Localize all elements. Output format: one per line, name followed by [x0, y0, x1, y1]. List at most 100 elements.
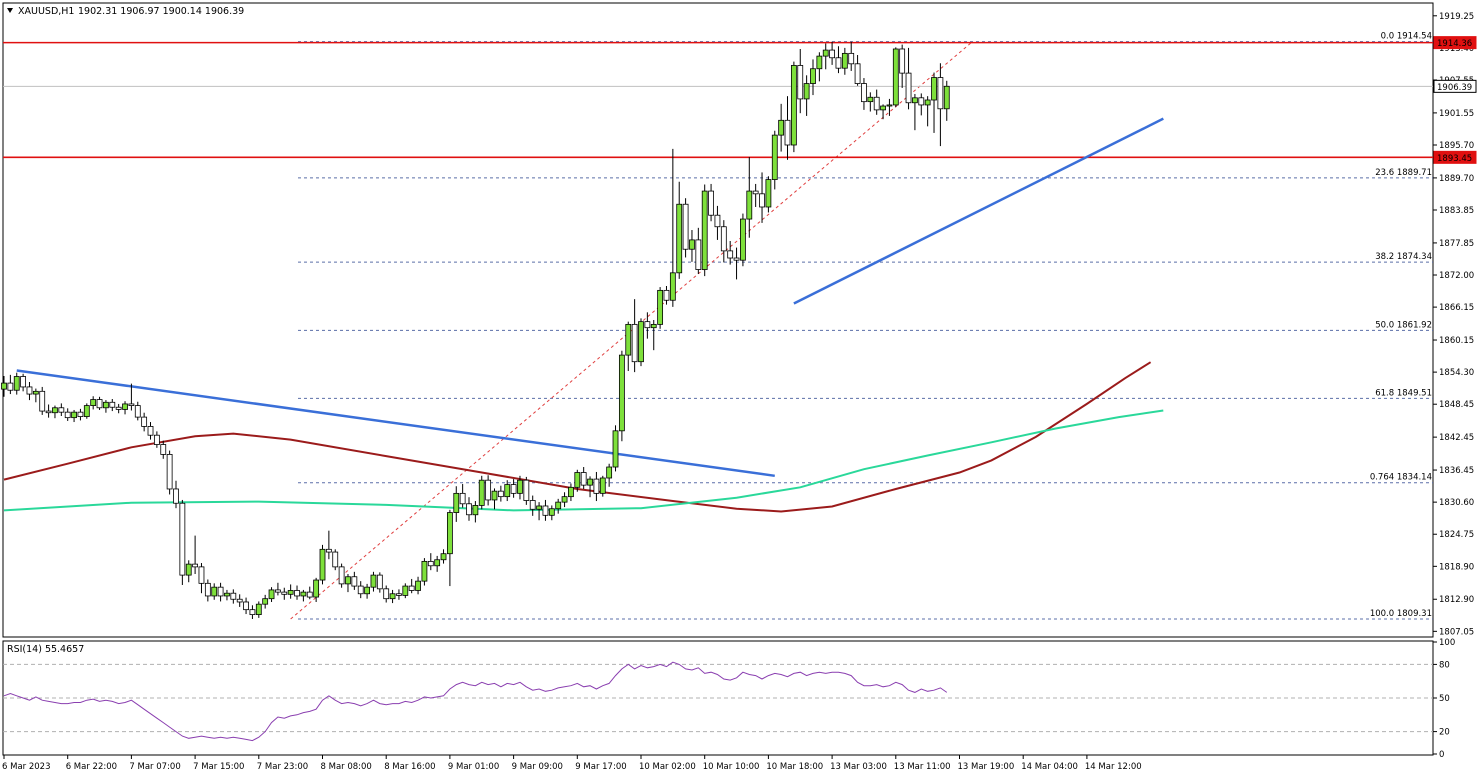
- candle-body: [415, 580, 421, 591]
- price-tick-label: 1812.90: [1439, 595, 1474, 605]
- candle: [650, 320, 657, 351]
- candle: [797, 48, 804, 114]
- time-tick-label: 14 Mar 04:00: [1021, 762, 1078, 772]
- candle: [434, 555, 441, 572]
- candle-body: [485, 479, 492, 501]
- candle: [810, 59, 816, 96]
- candle-body: [7, 382, 14, 391]
- candle-body: [924, 99, 931, 106]
- fib-level-label: 61.8 1849.51: [1375, 388, 1432, 398]
- candle-body: [727, 250, 734, 259]
- candle-body: [848, 52, 855, 65]
- candle-body: [682, 203, 689, 250]
- candle: [39, 386, 46, 415]
- candle-body: [45, 410, 52, 414]
- candle-body: [122, 403, 128, 410]
- price-tick-label: 1895.70: [1439, 141, 1474, 151]
- price-tick-label: 1854.30: [1439, 368, 1474, 378]
- candle-body: [790, 65, 797, 146]
- candle-body: [676, 203, 683, 274]
- candle-body: [937, 77, 944, 110]
- candle: [313, 577, 320, 602]
- candle-body: [134, 405, 141, 418]
- candle-body: [523, 479, 530, 501]
- candle: [383, 585, 390, 603]
- price-tag-label: 1893.45: [1437, 154, 1472, 164]
- candle: [695, 227, 702, 274]
- candle: [663, 285, 670, 305]
- price-tick-label: 1872.00: [1439, 271, 1474, 281]
- candle: [122, 401, 128, 415]
- candle: [255, 601, 262, 618]
- ohlc-readout: 1902.31 1906.97 1900.14 1906.39: [78, 6, 244, 17]
- price-tick-label: 1807.05: [1439, 627, 1474, 637]
- collapse-triangle-icon[interactable]: [7, 8, 13, 13]
- candle: [64, 408, 71, 421]
- candle-body: [669, 272, 676, 301]
- candle: [370, 571, 377, 592]
- candle-body: [650, 323, 657, 329]
- price-tag-label: 1914.36: [1437, 39, 1472, 49]
- candle-body: [612, 430, 619, 468]
- candle-body: [599, 477, 606, 494]
- candle: [32, 388, 39, 403]
- candle: [58, 403, 65, 417]
- candle-body: [166, 454, 173, 490]
- candle-body: [39, 390, 46, 412]
- candle-body: [262, 598, 269, 605]
- candle-body: [313, 579, 320, 598]
- candle: [446, 509, 453, 587]
- candle: [555, 498, 562, 514]
- candle-body: [249, 609, 256, 616]
- candle-body: [542, 505, 549, 516]
- candle-body: [548, 508, 555, 516]
- candle-body: [396, 593, 402, 596]
- candle: [332, 549, 339, 571]
- candle-body: [943, 85, 950, 110]
- candle-body: [644, 321, 651, 329]
- fib-level-label: 23.6 1889.71: [1375, 168, 1432, 178]
- candle: [867, 92, 874, 112]
- candle: [701, 184, 708, 277]
- candle: [26, 381, 33, 401]
- price-tick-label: 1842.45: [1439, 433, 1474, 443]
- time-tick-label: 8 Mar 16:00: [384, 762, 435, 772]
- candle-body: [880, 105, 886, 111]
- candle-body: [179, 502, 186, 576]
- fib-trend-line: [290, 41, 973, 620]
- candle: [7, 374, 14, 395]
- candle-body: [83, 405, 90, 417]
- candle-body: [204, 582, 211, 597]
- candle: [249, 605, 256, 619]
- candle: [905, 47, 912, 110]
- candle: [351, 571, 358, 590]
- candle: [899, 44, 906, 88]
- candle: [236, 594, 243, 607]
- trendline-descending: [16, 369, 775, 478]
- candle-body: [103, 401, 109, 409]
- candle-body: [77, 411, 84, 417]
- candle: [281, 587, 288, 600]
- candle-body: [873, 96, 880, 111]
- candle: [103, 400, 109, 413]
- time-tick-label: 7 Mar 15:00: [193, 762, 244, 772]
- candle-body: [822, 49, 829, 57]
- candle-body: [835, 57, 842, 69]
- candle-body: [841, 52, 848, 69]
- candle: [892, 47, 899, 108]
- rsi-tick-label: 100: [1439, 638, 1455, 648]
- fib-level-label: 100.0 1809.31: [1370, 609, 1432, 619]
- candle: [396, 589, 402, 600]
- candle-body: [1, 382, 7, 390]
- candle-body: [275, 589, 281, 593]
- candle: [52, 405, 58, 419]
- candle: [829, 41, 835, 65]
- time-axis: 6 Mar 2023 6 Mar 22:00 7 Mar 07:00 7 Mar 15…: [2, 755, 1142, 772]
- fib-level-label: 38.2 1874.34: [1375, 252, 1432, 262]
- candle: [300, 589, 307, 602]
- candle: [854, 55, 861, 86]
- candle-body: [71, 411, 77, 419]
- candle: [466, 497, 472, 521]
- price-tick-label: 1818.90: [1439, 562, 1474, 572]
